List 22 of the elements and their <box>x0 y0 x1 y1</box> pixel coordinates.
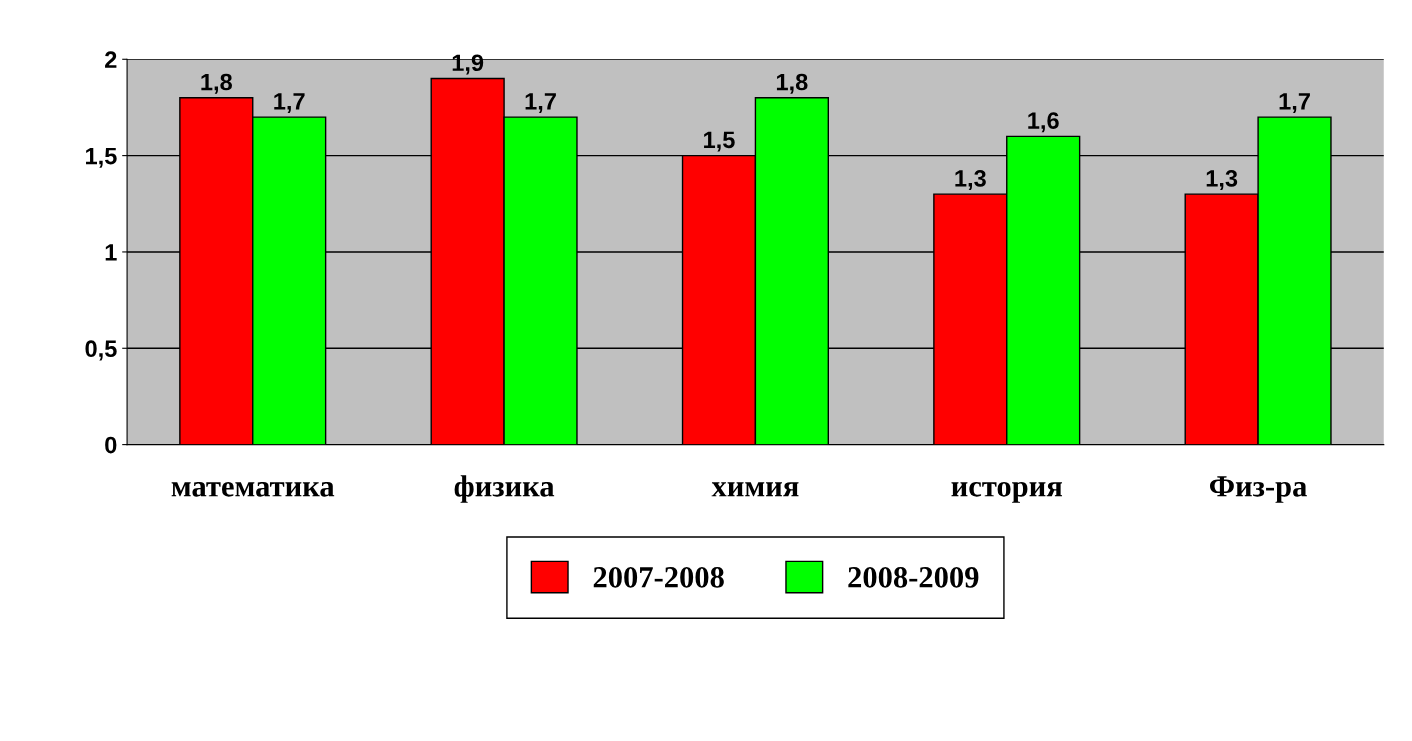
legend-label: 2007-2008 <box>593 567 724 588</box>
data-label: 1,3 <box>955 169 986 191</box>
data-label: 1,6 <box>1028 112 1059 133</box>
x-tick-label: математика <box>171 481 335 497</box>
x-tick-label: история <box>951 481 1063 503</box>
x-tick-label: физика <box>454 475 555 503</box>
data-label: 1,3 <box>1206 169 1238 191</box>
data-label: 1,7 <box>1279 93 1310 114</box>
y-tick-label: 0 <box>105 436 117 454</box>
y-tick-label: 1 <box>105 244 117 261</box>
data-label: 1,9 <box>452 54 484 75</box>
data-label: 1,5 <box>704 131 735 152</box>
x-tick-label: химия <box>711 482 799 497</box>
y-tick-label: 1,5 <box>86 147 117 168</box>
data-label: 1,8 <box>201 73 232 94</box>
data-label: 1,8 <box>776 73 808 94</box>
y-tick-label: 0,5 <box>85 340 117 361</box>
data-label: 1,7 <box>525 93 556 114</box>
y-tick-label: 2 <box>105 51 117 68</box>
x-tick-label: Физ-ра <box>1209 476 1307 503</box>
legend-label: 2008-2009 <box>848 567 979 588</box>
data-label: 1,7 <box>274 93 305 114</box>
